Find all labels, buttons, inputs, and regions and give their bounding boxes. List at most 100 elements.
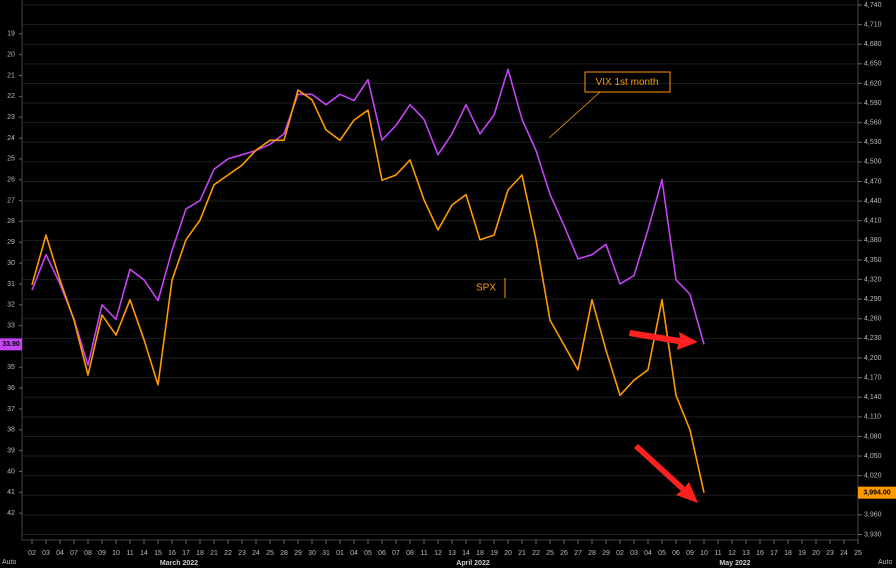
series-line [31,68,705,366]
y2-tick-label: 4,110 [864,414,881,421]
x-tick-label: 11 [714,550,721,557]
x-tick-label: 18 [476,550,484,557]
y-tick-label: 24 [7,135,15,142]
x-tick-label: 22 [532,550,540,557]
y-tick-label: 23 [7,114,15,121]
y2-tick-label: 4,380 [864,237,882,244]
x-tick-label: 20 [812,550,820,557]
y-tick-label: 42 [7,510,15,517]
y-tick-label: 40 [7,468,15,475]
y-tick-label: 41 [7,489,15,496]
series-line [31,89,705,493]
y-tick-label: 21 [7,72,15,79]
x-tick-label: 14 [462,550,470,557]
y-tick-label: 30 [7,260,15,267]
x-tick-label: 09 [686,550,694,557]
y-tick-label: 32 [7,302,15,309]
arrows [629,330,698,503]
y2-tick-label: 4,620 [864,80,882,87]
x-tick-label: 19 [490,550,498,557]
y-tick-label: 28 [7,218,15,225]
y2-tick-label: 4,200 [864,355,882,362]
arrow [629,330,698,350]
x-tick-label: 22 [224,550,232,557]
x-tick-label: 17 [770,550,778,557]
x-tick-label: 30 [308,550,316,557]
annotation-spx: SPX [476,283,496,294]
y-tick-label: 35 [7,364,15,371]
y2-tick-label: 4,140 [864,394,882,401]
y2-tick-label: 4,500 [864,159,882,166]
x-tick-label: 16 [168,550,176,557]
x-tick-label: 21 [518,550,526,557]
y2-tick-label: 4,650 [864,61,882,68]
x-tick-label: 13 [742,550,750,557]
x-tick-label: 31 [322,550,330,557]
y-tick-label: 27 [7,197,15,204]
x-tick-label: 23 [826,550,834,557]
y-tick-label: 39 [7,447,15,454]
annotation-vix: VIX 1st month [596,77,659,88]
x-tick-label: 26 [560,550,568,557]
y2-tick-label: 4,470 [864,178,882,185]
y-tick-label: 25 [7,156,15,163]
y2-tick-label: 4,590 [864,100,882,107]
y2-tick-label: 4,260 [864,316,882,323]
y2-tick-label: 4,710 [864,21,882,28]
x-tick-label: 25 [854,550,862,557]
y2-tick-label: 4,410 [864,218,882,225]
x-tick-label: 02 [28,550,36,557]
month-label: April 2022 [456,560,490,567]
x-tick-label: 16 [756,550,764,557]
value-flag [0,338,22,351]
y2-tick-label: 4,170 [864,374,882,381]
y2-tick-label: 4,320 [864,276,882,283]
y-tick-label: 22 [7,93,15,100]
y2-tick-label: 4,740 [864,2,882,9]
x-tick-label: 19 [798,550,806,557]
x-tick-label: 11 [126,550,133,557]
value-flag [858,486,896,499]
x-tick-label: 17 [182,550,190,557]
x-tick-label: 18 [784,550,792,557]
x-tick-label: 21 [210,550,218,557]
x-tick-label: 07 [392,550,400,557]
y-tick-label: 36 [7,385,15,392]
grid [22,4,858,535]
x-tick-label: 14 [140,550,148,557]
y2-tick-label: 4,530 [864,139,882,146]
arrow [634,444,698,503]
x-tick-label: 10 [112,550,120,557]
x-tick-label: 20 [504,550,512,557]
y-tick-label: 38 [7,427,15,434]
x-tick-label: 29 [602,550,610,557]
x-tick-label: 18 [196,550,204,557]
x-tick-label: 13 [448,550,456,557]
x-tick-label: 04 [644,550,652,557]
x-tick-label: 07 [70,550,78,557]
y2-tick-label: 3,930 [864,531,882,538]
month-label: May 2022 [719,560,750,567]
x-tick-label: 06 [378,550,386,557]
series-lines [31,68,705,493]
y2-tick-label: 4,290 [864,296,882,303]
x-tick-label: 28 [280,550,288,557]
annotation-leader [548,91,601,139]
x-tick-label: 24 [840,550,848,557]
x-tick-label: 11 [420,550,427,557]
x-tick-label: 04 [56,550,64,557]
x-tick-label: 03 [42,550,50,557]
x-tick-label: 15 [154,550,162,557]
y2-tick-label: 4,020 [864,473,882,480]
x-tick-label: 04 [350,550,358,557]
x-tick-label: 08 [406,550,414,557]
y-tick-label: 26 [7,177,15,184]
x-tick-label: 09 [98,550,106,557]
right-axis-mode: Auto [878,559,893,566]
x-tick-label: 12 [434,550,442,557]
x-tick-label: 29 [294,550,302,557]
y-tick-label: 20 [7,52,15,59]
y-tick-label: 37 [7,406,15,413]
x-tick-label: 05 [658,550,666,557]
